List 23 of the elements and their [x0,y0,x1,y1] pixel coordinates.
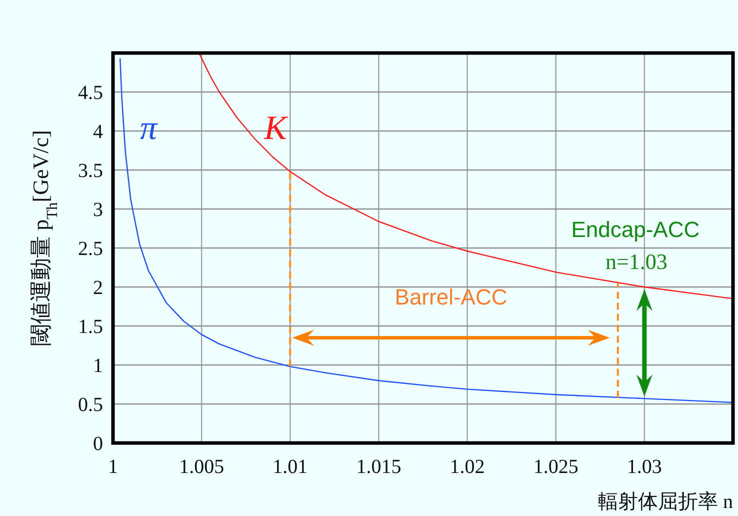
y-tick-label: 3 [93,199,103,221]
y-tick-label: 0 [93,433,103,455]
x-tick-label: 1 [108,456,118,478]
annotation: n=1.03 [605,249,668,274]
y-tick-label: 2 [93,277,103,299]
annotation: Barrel-ACC [394,284,508,310]
y-tick-label: 0.5 [78,394,103,416]
y-tick-label: 1.5 [78,316,103,338]
x-tick-label: 1.02 [450,456,485,478]
x-tick-label: 1.025 [533,456,578,478]
x-tick-label: 1.015 [356,456,402,478]
annotation: Endcap-ACC [571,217,700,242]
y-tick-label: 1 [93,355,103,377]
y-tick-label: 4.5 [78,82,103,104]
x-tick-label: 1.01 [272,456,308,478]
x-tick-label: 1.005 [179,456,224,478]
x-axis-title: 輻射体屈折率 n [598,491,733,513]
x-tick-label: 1.03 [626,456,662,478]
series-label: π [140,110,158,147]
series-label: K [263,110,290,147]
y-tick-label: 3.5 [78,160,103,182]
y-tick-label: 2.5 [78,238,103,260]
y-tick-label: 4 [93,121,103,143]
